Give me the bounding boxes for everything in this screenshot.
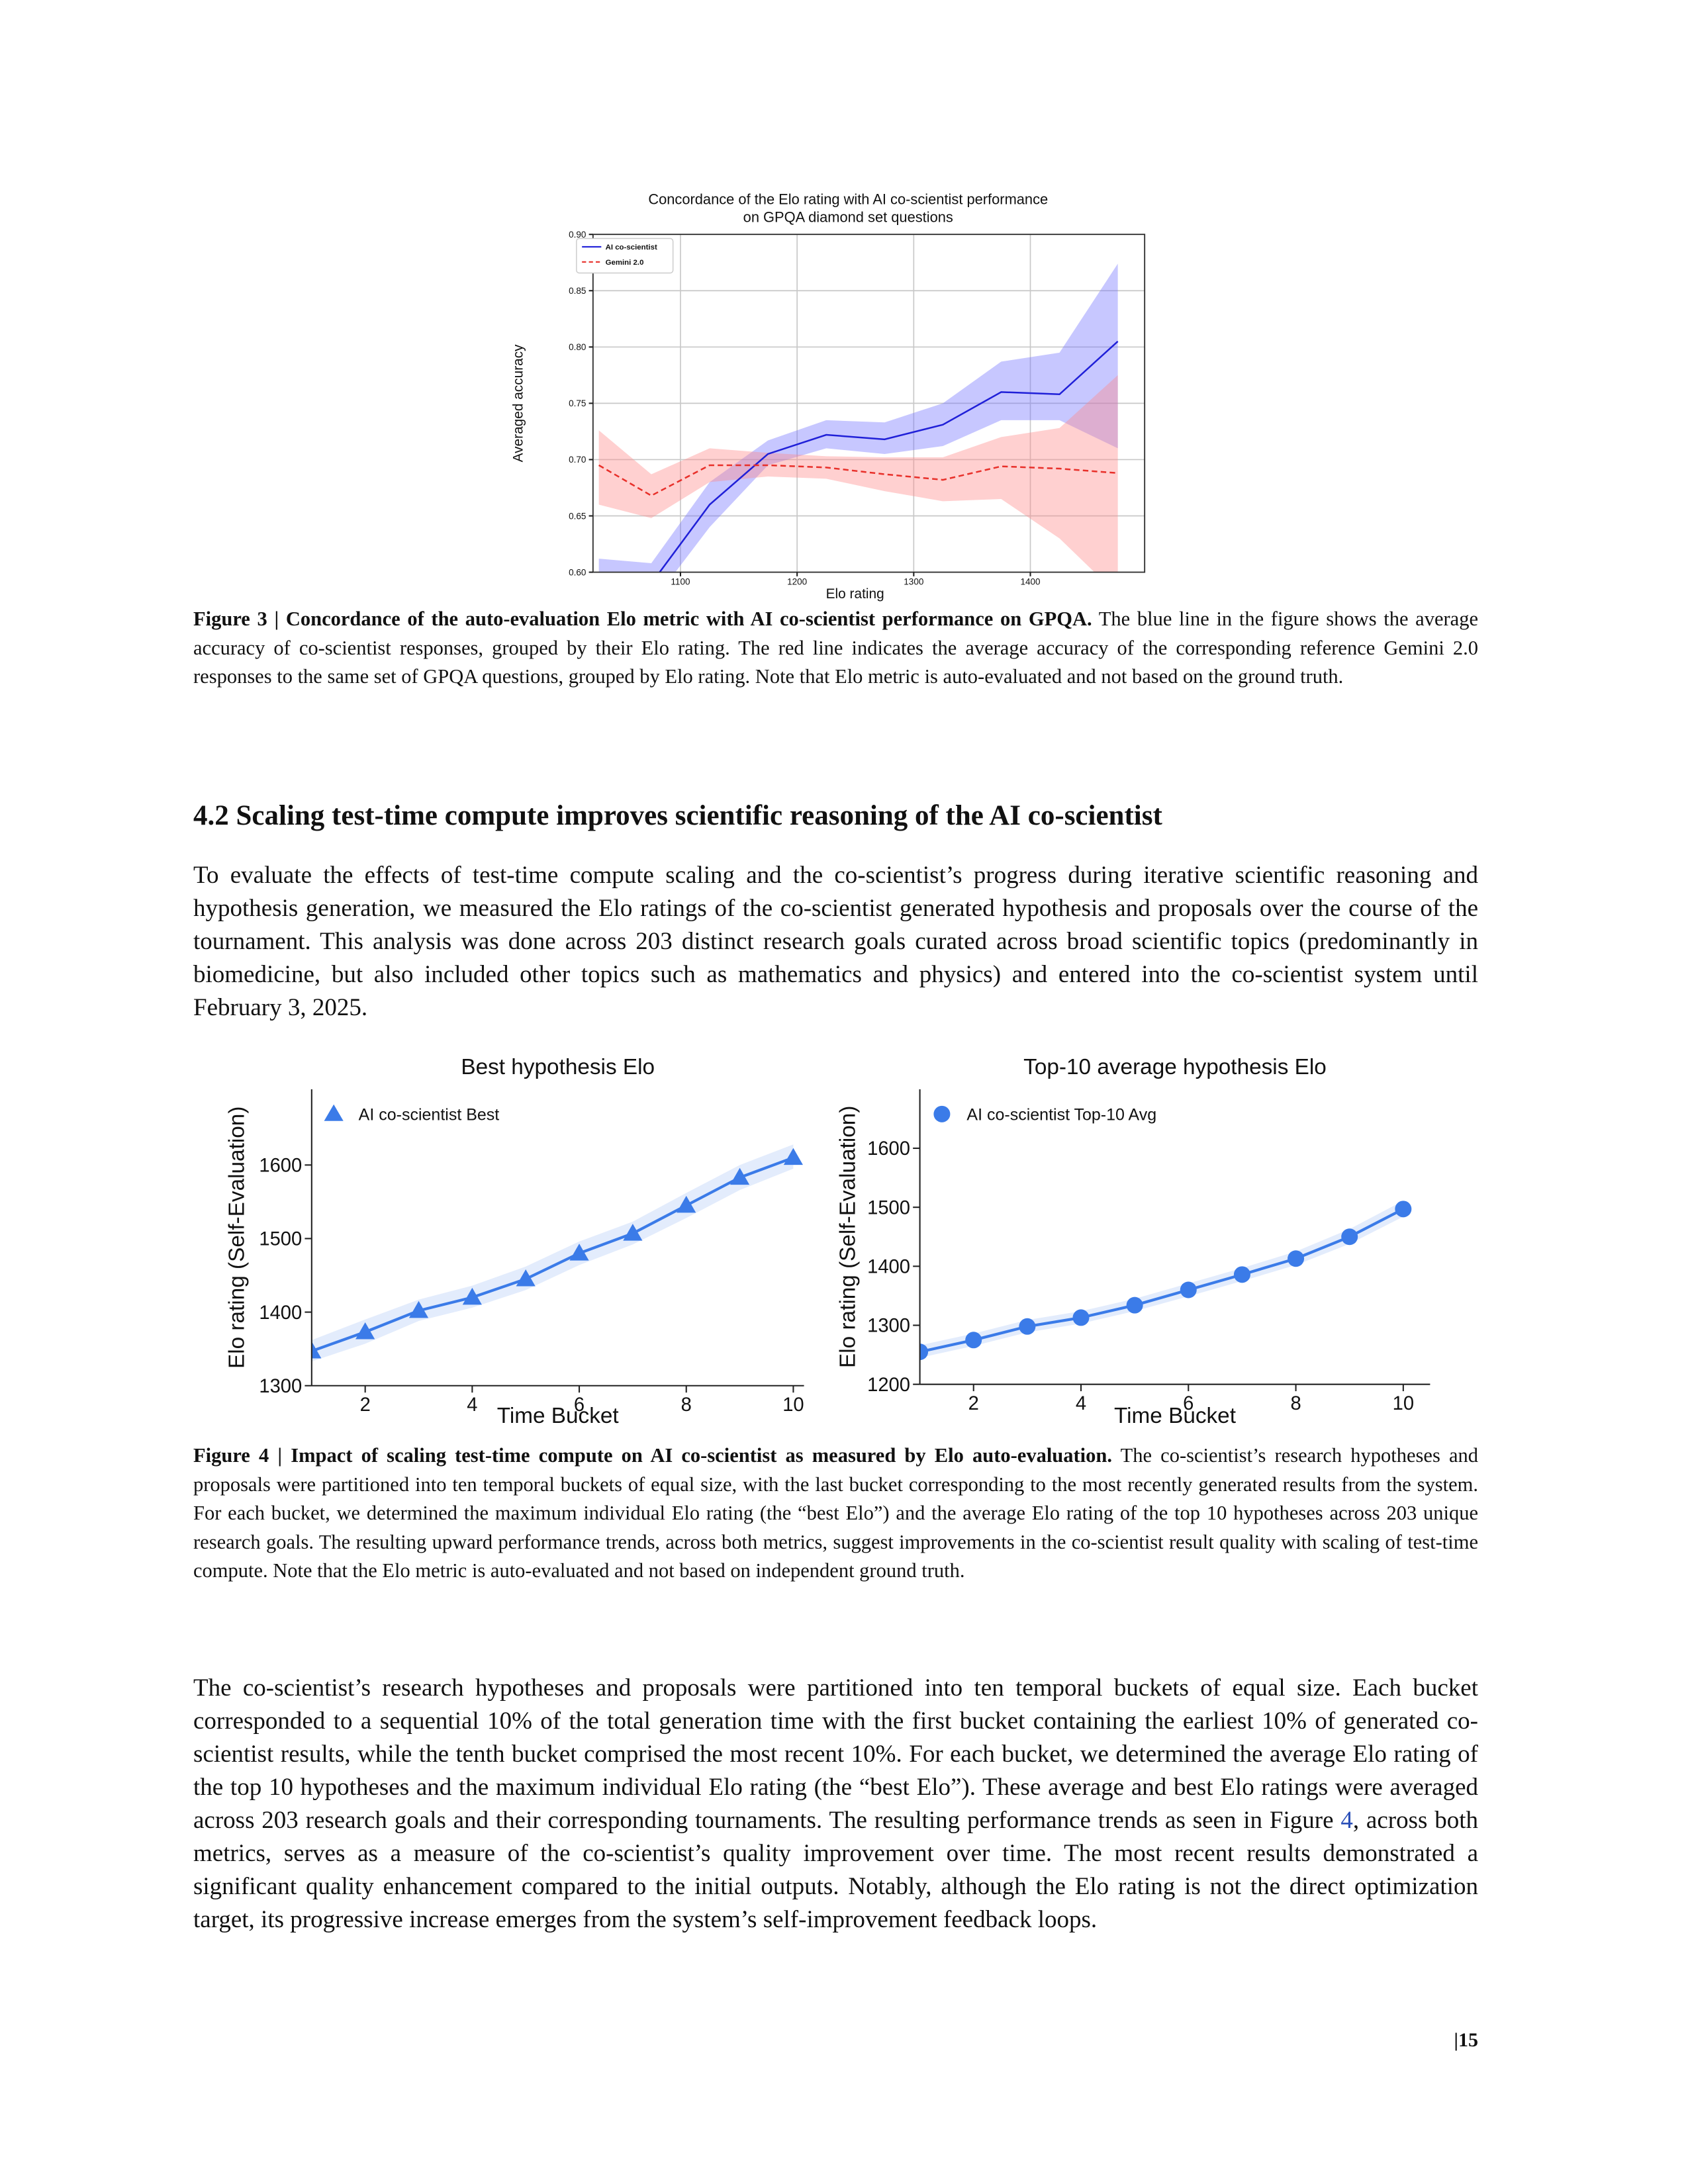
y-tick-label: 0.60 [569,567,586,577]
x-tick-label: 1100 [671,577,690,587]
marker [1180,1281,1197,1298]
legend-label: AI co-scientist [606,244,657,251]
legend-label: Gemini 2.0 [606,259,644,267]
caption-label: Figure 3 | Concordance of the auto-evalu… [193,608,1092,630]
x-tick-label: 6 [574,1394,585,1416]
marker [965,1332,982,1349]
caption-text: The blue line in the figure shows the av… [193,608,1478,688]
marker [1288,1250,1305,1267]
x-tick-label: 4 [1076,1393,1086,1414]
marker [919,1343,929,1361]
x-tick-label: 1400 [1020,577,1040,587]
confidence-band [598,263,1118,572]
y-tick-label: 1300 [867,1316,910,1337]
x-tick-label: 10 [782,1394,804,1416]
caption-label: Figure 4 | Impact of scaling test-time c… [193,1444,1112,1467]
y-tick-label: 1200 [867,1375,910,1396]
x-axis-label: Time Bucket [497,1404,620,1428]
y-tick-label: 1300 [259,1376,302,1397]
y-tick-label: 0.70 [569,455,586,465]
figure-caption: Figure 3 | Concordance of the auto-evalu… [193,605,1478,692]
marker [677,1195,696,1213]
figure-link[interactable]: 4 [1340,1807,1353,1834]
legend-label: AI co-scientist Top-10 Avg [966,1106,1156,1124]
marker [355,1322,375,1340]
section-heading: 4.2 Scaling test-time compute improves s… [193,800,1162,831]
x-tick-label: 2 [968,1393,979,1414]
paragraph: The co-scientist’s research hypotheses a… [193,1672,1478,1936]
y-tick-label: 1400 [259,1302,302,1324]
x-tick-label: 1200 [787,577,807,587]
marker [1233,1266,1250,1283]
y-axis-label: Elo rating (Self-Evaluation) [225,1107,250,1369]
x-tick-label: 10 [1393,1393,1414,1414]
marker [462,1287,482,1305]
marker [783,1148,803,1165]
plot-area [598,263,1119,572]
page-number: |15 [1454,2029,1478,2051]
confidence-band [598,375,1118,572]
y-tick-label: 0.90 [569,230,586,240]
confidence-band [919,1201,1403,1358]
x-tick-label: 2 [360,1394,371,1416]
legend-swatch [324,1104,344,1121]
series-line [658,340,1119,572]
marker [1395,1201,1412,1218]
y-tick-label: 1600 [867,1138,910,1160]
marker [1019,1318,1036,1335]
x-tick-label: 6 [1183,1393,1194,1414]
caption-text: The co-scientist’s research hypotheses a… [193,1444,1479,1582]
text: , across both metrics, serves as a measu… [193,1807,1478,1933]
chart-title: Concordance of the Elo rating with AI co… [648,191,1048,207]
y-tick-label: 0.85 [569,286,586,296]
marker [1072,1309,1090,1326]
x-tick-label: 8 [681,1394,692,1416]
x-tick-label: 1300 [904,577,923,587]
series-line [919,1207,1404,1353]
y-tick-label: 0.65 [569,511,586,521]
paragraph: To evaluate the effects of test-time com… [193,862,1478,1021]
confidence-band [311,1144,794,1362]
marker [408,1300,429,1318]
marker [569,1244,589,1261]
legend-label: AI co-scientist Best [359,1106,500,1124]
y-axis-label: Averaged accuracy [511,344,526,462]
x-axis-label: Time Bucket [1114,1404,1237,1428]
chart-title: Best hypothesis Elo [461,1055,655,1079]
x-tick-label: 8 [1290,1393,1301,1414]
legend-swatch [933,1105,951,1122]
series-line [598,464,1118,497]
x-tick-label: 4 [467,1394,477,1416]
text: The co-scientist’s research hypotheses a… [193,1674,1478,1834]
marker [516,1269,536,1287]
marker [623,1224,643,1241]
figure-caption: Figure 4 | Impact of scaling test-time c… [193,1441,1478,1586]
y-tick-label: 1500 [867,1197,910,1218]
y-axis-label: Elo rating (Self-Evaluation) [836,1106,861,1368]
marker [1341,1228,1358,1246]
marker [729,1167,750,1185]
series-line [311,1156,794,1353]
y-tick-label: 1400 [867,1257,910,1278]
y-tick-label: 0.75 [569,398,586,408]
chart-title: on GPQA diamond set questions [743,208,953,225]
marker [1126,1297,1143,1314]
y-tick-label: 1500 [259,1229,302,1250]
y-tick-label: 0.80 [569,342,586,352]
marker [311,1341,322,1359]
x-axis-label: Elo rating [826,586,884,602]
plot-area [311,1144,803,1362]
chart-title: Top-10 average hypothesis Elo [1023,1055,1327,1079]
y-tick-label: 1600 [259,1156,302,1177]
plot-area [919,1201,1412,1361]
